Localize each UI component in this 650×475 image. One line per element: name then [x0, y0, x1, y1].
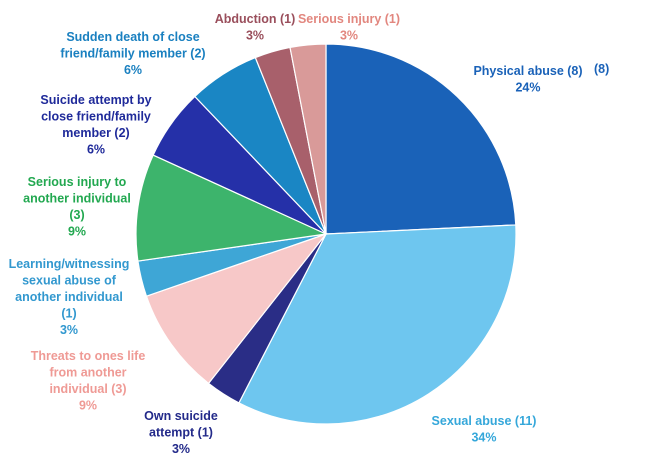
- pie-slice-6: [135, 154, 329, 262]
- slice-label-line: 3%: [246, 29, 264, 43]
- slice-label-1: Physical abuse (8) 24%: [473, 64, 582, 95]
- pie-slice-1: [325, 43, 517, 235]
- slice-label-8: Sudden death of close friend/family membe…: [60, 30, 205, 77]
- slice-label-line: Own suicide: [144, 409, 218, 423]
- slice-label-3: Own suicide attempt (1) 3%: [144, 409, 218, 456]
- slice-label-line: 9%: [79, 399, 97, 413]
- slice-label-line: member (2): [62, 126, 129, 140]
- pie-slice-10: [289, 43, 327, 235]
- pie-slices: [135, 43, 517, 425]
- slice-label-line: friend/family member (2): [60, 47, 205, 61]
- stray-count-label: (8): [594, 62, 610, 76]
- slice-label-4: Threats to ones life from another individu…: [31, 349, 146, 413]
- slice-label-line: Learning/witnessing: [9, 257, 130, 271]
- slice-label-line: 3%: [60, 323, 78, 337]
- slice-label-line: attempt (1): [149, 426, 213, 440]
- slice-label-line: 9%: [68, 225, 86, 239]
- slice-label-line: (1): [61, 307, 76, 321]
- slice-label-9: Abduction (1) 3%: [215, 12, 296, 43]
- slice-label-5: Learning/witnessing sexual abuse of anothe…: [9, 257, 130, 337]
- slice-labels: Physical abuse (8) 24% Sexual abuse (11) 34…: [9, 12, 583, 456]
- slice-label-line: Sexual abuse (11): [432, 414, 537, 428]
- slice-label-line: Abduction (1): [215, 12, 296, 26]
- slice-label-line: Physical abuse (8): [473, 64, 582, 78]
- pie-slice-4: [145, 232, 328, 385]
- slice-label-line: Serious injury to: [28, 175, 127, 189]
- slice-label-line: close friend/family: [41, 110, 151, 124]
- slice-label-10: Serious injury (1) 3%: [298, 12, 400, 43]
- slice-label-line: Serious injury (1): [298, 12, 400, 26]
- slice-label-line: 3%: [340, 29, 358, 43]
- slice-label-line: another individual: [15, 290, 123, 304]
- slice-label-line: 24%: [515, 81, 540, 95]
- slice-label-line: 34%: [471, 431, 496, 445]
- slice-label-7: Suicide attempt by close friend/family mem…: [40, 93, 151, 157]
- slice-label-line: Sudden death of close: [66, 30, 199, 44]
- slice-label-line: Threats to ones life: [31, 349, 146, 363]
- slice-label-line: (3): [69, 208, 84, 222]
- slice-label-6: Serious injury to another individual (3) 9%: [23, 175, 131, 239]
- slice-label-line: individual (3): [49, 382, 126, 396]
- pie-slice-2: [238, 224, 517, 425]
- slice-label-line: 3%: [172, 442, 190, 456]
- slice-label-line: from another: [49, 366, 126, 380]
- slice-label-line: 6%: [124, 63, 142, 77]
- slice-label-line: Suicide attempt by: [40, 93, 151, 107]
- slice-label-line: 6%: [87, 143, 105, 157]
- slice-label-line: sexual abuse of: [22, 274, 117, 288]
- slice-label-2: Sexual abuse (11) 34%: [432, 414, 537, 445]
- slice-label-line: another individual: [23, 192, 131, 206]
